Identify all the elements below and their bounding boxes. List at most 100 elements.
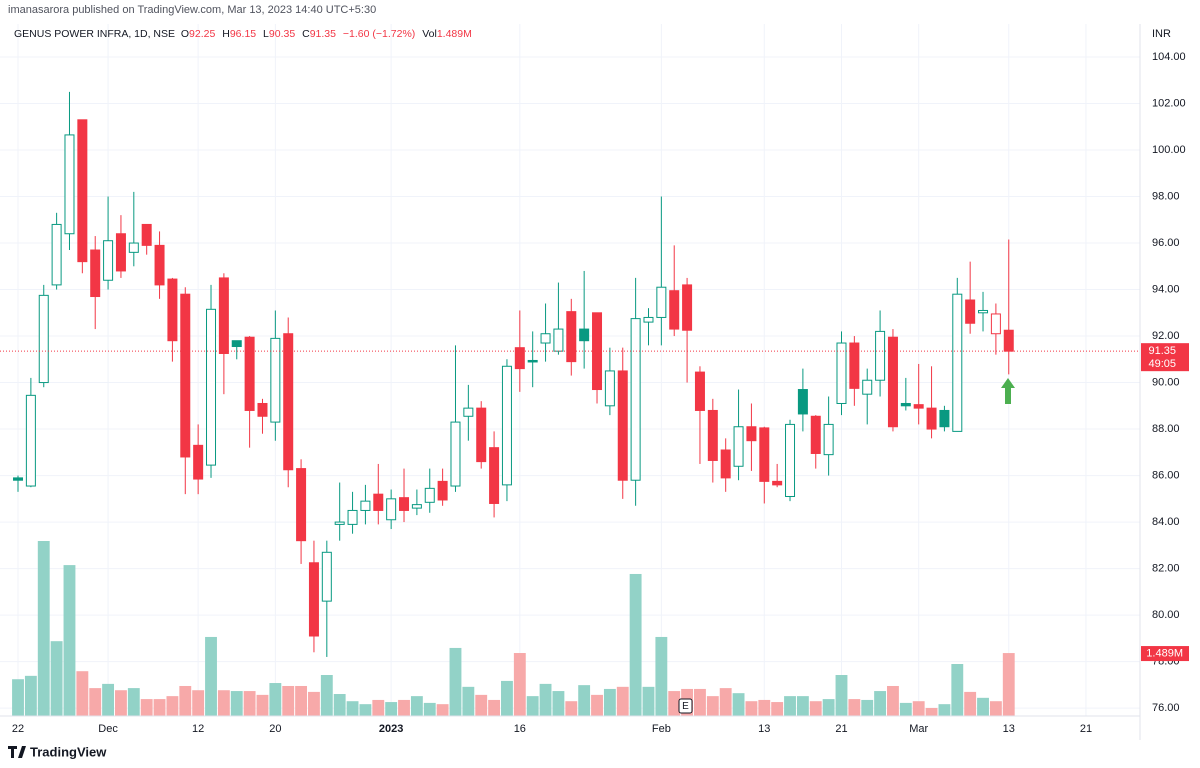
candle-body: [604, 370, 615, 407]
volume-bar: [771, 702, 784, 716]
y-tick-label: 94.00: [1152, 283, 1180, 295]
candle-body: [694, 371, 705, 411]
volume-bar: [964, 691, 977, 716]
candle-body: [411, 504, 422, 509]
candle-body: [90, 249, 101, 298]
publisher: imanasarora published on TradingView.com…: [8, 4, 377, 16]
volume-bar: [539, 683, 552, 716]
volume-bar: [127, 688, 140, 716]
candle-body: [785, 423, 796, 497]
candle-body: [527, 359, 538, 363]
vol-value: 1.489M: [436, 28, 472, 40]
volume-bar: [655, 636, 668, 716]
candle-body: [887, 336, 898, 428]
candle-body: [1003, 329, 1014, 352]
volume-bar: [603, 688, 616, 716]
candle-body: [810, 415, 821, 454]
x-tick-label: Mar: [909, 723, 928, 735]
change: −1.60 (−1.72%): [342, 28, 416, 40]
arrow: [1001, 378, 1015, 404]
y-tick-label: 104.00: [1152, 51, 1186, 63]
candle-body: [733, 426, 744, 467]
volume-bar: [591, 694, 603, 716]
volume-bar: [925, 707, 938, 716]
volume-bar: [668, 691, 681, 716]
candle-body: [38, 294, 49, 384]
volume-bar: [565, 701, 578, 716]
logo-icon: [8, 746, 26, 758]
o-value: 92.25: [189, 28, 216, 40]
volume-bar: [501, 680, 513, 716]
candle-body: [501, 365, 512, 486]
candle-body: [797, 389, 808, 415]
volume-bar: [102, 683, 115, 716]
y-tick-label: 96.00: [1152, 237, 1180, 249]
candle-body: [707, 409, 718, 461]
candle-body: [244, 336, 255, 411]
candle-body: [308, 562, 319, 637]
symbol: GENUS POWER INFRA, 1D, NSE: [14, 28, 176, 40]
volume-bar: [488, 699, 501, 716]
h-label: H: [222, 28, 230, 40]
vol-label: Vol: [422, 28, 437, 40]
volume-bar: [320, 674, 333, 716]
candle-body: [759, 427, 770, 482]
volume-bar: [115, 690, 127, 716]
volume-bar: [822, 699, 835, 716]
volume-bar: [719, 688, 732, 716]
volume-bar: [346, 701, 359, 716]
candle-body: [115, 233, 126, 272]
y-tick-label: 86.00: [1152, 469, 1180, 481]
volume-bar: [217, 690, 230, 716]
x-tick-label: 13: [1003, 723, 1015, 735]
candle-body: [630, 318, 641, 481]
candle-body: [990, 313, 1001, 335]
volume-bar: [951, 664, 964, 716]
candle-body: [167, 278, 178, 342]
volume-bar: [874, 691, 887, 716]
annotation-arrow: [1001, 378, 1015, 404]
volume-bar: [166, 696, 179, 716]
candle-body: [566, 311, 577, 363]
y-tick-label: 76.00: [1152, 702, 1180, 714]
axes: 76.0078.0080.0082.0084.0086.0088.0090.00…: [0, 51, 1189, 735]
x-tick-label: 13: [758, 723, 770, 735]
volume-bar: [76, 671, 89, 716]
y-tick-label: 100.00: [1152, 144, 1186, 156]
candle-body: [334, 521, 345, 525]
candle-body: [180, 293, 191, 458]
volume-bar: [140, 699, 153, 716]
candle-body: [463, 407, 474, 417]
candle-body: [77, 119, 88, 263]
candle-body: [579, 328, 590, 342]
candle-body: [540, 333, 551, 344]
volume-bar: [243, 691, 256, 716]
currency: INR: [1152, 28, 1171, 40]
h-value: 96.15: [229, 28, 257, 40]
l-label: L: [263, 28, 269, 40]
volume-bar: [745, 701, 758, 716]
candle-body: [103, 240, 114, 281]
candle-body: [193, 444, 204, 480]
l-value: 90.35: [268, 28, 296, 40]
brand: TradingView: [30, 744, 107, 759]
candle-body: [862, 379, 873, 395]
candle-body: [553, 328, 564, 352]
candle-body: [965, 299, 976, 324]
volume-tag: [1141, 646, 1189, 662]
volume-bar: [398, 699, 410, 716]
candle-body: [849, 342, 860, 389]
candle-body: [270, 337, 281, 423]
event-label: E: [682, 701, 689, 712]
c-value: 91.35: [309, 28, 336, 40]
candle-body: [476, 407, 487, 463]
volume-bar: [205, 636, 217, 716]
candle-body: [682, 284, 693, 331]
candle-body: [978, 309, 989, 314]
candle-body: [720, 449, 731, 479]
footer-logo: TradingView: [8, 744, 107, 759]
volume-bar: [899, 702, 912, 716]
volume-bar: [372, 699, 385, 716]
candle-body: [669, 290, 680, 330]
